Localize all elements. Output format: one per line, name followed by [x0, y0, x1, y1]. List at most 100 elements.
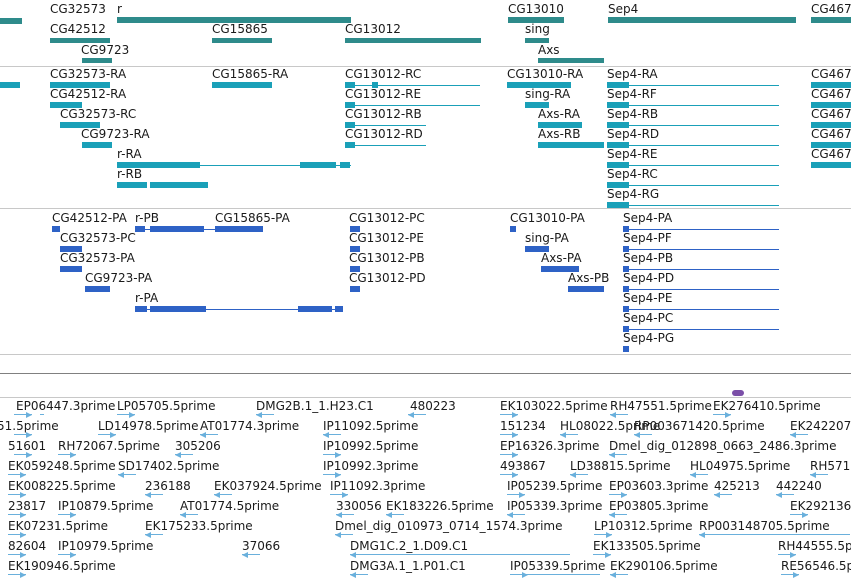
transcript-label[interactable]: r-RB — [117, 167, 143, 181]
protein-label[interactable]: CG42512-PA — [52, 211, 127, 225]
est-label[interactable]: SD17402.5prime — [118, 459, 220, 473]
transcript-label[interactable]: CG13010-RA — [507, 67, 584, 81]
est-label[interactable]: EP03603.3prime — [609, 479, 709, 493]
protein-segment[interactable] — [350, 226, 360, 232]
est-label[interactable]: LD14978.5prime — [98, 419, 199, 433]
transcript-exon[interactable] — [811, 102, 851, 108]
gene-label[interactable]: Sep4 — [608, 2, 639, 16]
est-label[interactable]: RP003671420.5prime — [634, 419, 765, 433]
est-label[interactable]: LD38815.5prime — [570, 459, 671, 473]
est-label[interactable]: Dmel_dig_012898_0663_2486.3prime — [609, 439, 837, 453]
est-label[interactable]: 51.5prime — [0, 419, 59, 433]
transcript-label[interactable]: Sep4-RC — [607, 167, 658, 181]
transcript-label[interactable]: CG13012-RE — [345, 87, 422, 101]
est-label[interactable]: EK276410.5prime — [713, 399, 821, 413]
est-label[interactable]: 151234 — [500, 419, 546, 433]
est-label[interactable]: 51601 — [8, 439, 47, 453]
protein-label[interactable]: Sep4-PD — [623, 271, 675, 285]
protein-label[interactable]: CG9723-PA — [85, 271, 153, 285]
est-label[interactable]: 330056 — [336, 499, 382, 513]
gene-label[interactable]: CG13012 — [345, 22, 401, 36]
gene-feature[interactable] — [117, 17, 351, 23]
transcript-label[interactable]: CG9723-RA — [81, 127, 150, 141]
transcript-label[interactable]: CG467 — [811, 147, 851, 161]
est-label[interactable]: Dmel_dig_010973_0714_1574.3prime — [335, 519, 563, 533]
protein-label[interactable]: Axs-PB — [568, 271, 610, 285]
est-label[interactable]: IP11092.3prime — [330, 479, 426, 493]
protein-label[interactable]: CG13012-PB — [349, 251, 425, 265]
est-label[interactable]: 493867 — [500, 459, 546, 473]
protein-segment[interactable] — [60, 266, 82, 272]
protein-segment[interactable] — [510, 226, 516, 232]
transcript-label[interactable]: CG13012-RC — [345, 67, 422, 81]
est-label[interactable]: EK133505.5prime — [593, 539, 701, 553]
gene-label[interactable]: CG42512 — [50, 22, 106, 36]
protein-label[interactable]: Sep4-PE — [623, 291, 673, 305]
protein-label[interactable]: Sep4-PF — [623, 231, 672, 245]
transcript-label[interactable]: CG32573-RA — [50, 67, 127, 81]
protein-segment[interactable] — [215, 226, 263, 232]
gene-label[interactable]: CG467 — [811, 2, 851, 16]
est-label[interactable]: EK242207 — [790, 419, 851, 433]
est-label[interactable]: EK183226.5prime — [386, 499, 494, 513]
transcript-exon[interactable] — [150, 182, 208, 188]
protein-label[interactable]: Sep4-PB — [623, 251, 674, 265]
transcript-label[interactable]: CG467 — [811, 67, 851, 81]
transcript-label[interactable]: Sep4-RD — [607, 127, 660, 141]
protein-segment[interactable] — [525, 246, 549, 252]
transcript-exon[interactable] — [811, 122, 851, 128]
est-label[interactable]: EK059248.5prime — [8, 459, 116, 473]
est-label[interactable]: 82604 — [8, 539, 47, 553]
transcript-exon[interactable] — [50, 82, 110, 88]
gene-label[interactable]: CG15865 — [212, 22, 268, 36]
protein-label[interactable]: Axs-PA — [541, 251, 582, 265]
gene-feature[interactable] — [82, 58, 112, 63]
transcript-exon[interactable] — [525, 102, 549, 108]
est-label[interactable]: HL08022.5prime — [560, 419, 661, 433]
gene-feature[interactable] — [811, 17, 851, 23]
est-label[interactable]: EK07231.5prime — [8, 519, 109, 533]
est-label[interactable]: EK008225.5prime — [8, 479, 116, 493]
est-label[interactable]: EK175233.5prime — [145, 519, 253, 533]
gene-feature[interactable] — [508, 17, 564, 23]
transcript-label[interactable]: Sep4-RE — [607, 147, 658, 161]
protein-segment[interactable] — [350, 266, 360, 272]
gene-feature[interactable] — [212, 38, 272, 43]
gene-label[interactable]: sing — [525, 22, 550, 36]
transcript-label[interactable]: CG467 — [811, 107, 851, 121]
transcript-label[interactable]: CG42512-RA — [50, 87, 127, 101]
est-label[interactable]: 236188 — [145, 479, 191, 493]
transcript-label[interactable]: r-RA — [117, 147, 142, 161]
transcript-exon[interactable] — [50, 102, 82, 108]
transcript-exon[interactable] — [507, 82, 571, 88]
transcript-label[interactable]: sing-RA — [525, 87, 571, 101]
transcript-label[interactable]: Sep4-RF — [607, 87, 657, 101]
est-label[interactable]: AT01774.5prime — [180, 499, 280, 513]
est-label[interactable]: DMG2B.1_1.H23.C1 — [256, 399, 374, 413]
est-label[interactable]: IP10992.3prime — [323, 459, 419, 473]
protein-label[interactable]: CG13012-PC — [349, 211, 425, 225]
transcript-exon[interactable] — [117, 182, 147, 188]
transcript-exon[interactable] — [60, 122, 100, 128]
protein-label[interactable]: CG13010-PA — [510, 211, 585, 225]
protein-label[interactable]: Sep4-PG — [623, 331, 675, 345]
transcript-label[interactable]: CG32573-RC — [60, 107, 137, 121]
est-label[interactable]: 442240 — [776, 479, 822, 493]
transcript-label[interactable]: CG13012-RB — [345, 107, 422, 121]
est-label[interactable]: DMG1C.2_1.D09.C1 — [350, 539, 469, 553]
transcript-exon[interactable] — [811, 82, 851, 88]
gene-label[interactable]: CG32573 — [50, 2, 106, 16]
est-label[interactable]: IP10879.5prime — [58, 499, 154, 513]
est-label[interactable]: HL04975.5prime — [690, 459, 791, 473]
transcript-exon[interactable] — [0, 82, 20, 88]
est-label[interactable]: RE56546.5p — [781, 559, 851, 573]
gene-feature[interactable] — [345, 38, 481, 43]
est-label[interactable]: LP05705.5prime — [117, 399, 216, 413]
transcript-label[interactable]: CG467 — [811, 87, 851, 101]
est-label[interactable]: EK292136.5 — [790, 499, 851, 513]
est-label[interactable]: DMG3A.1_1.P01.C1 — [350, 559, 466, 573]
est-label[interactable]: IP10992.5prime — [323, 439, 419, 453]
transcript-label[interactable]: Sep4-RG — [607, 187, 660, 201]
transcript-label[interactable]: Axs-RA — [538, 107, 580, 121]
